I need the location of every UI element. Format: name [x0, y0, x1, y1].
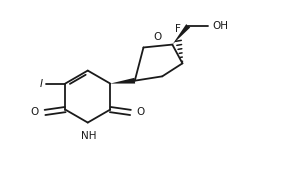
Text: O: O: [137, 107, 145, 117]
Text: O: O: [31, 107, 39, 117]
Text: O: O: [154, 32, 162, 42]
Polygon shape: [110, 78, 135, 84]
Polygon shape: [172, 24, 190, 45]
Text: F: F: [175, 24, 181, 34]
Text: OH: OH: [213, 21, 229, 31]
Text: I: I: [40, 79, 43, 89]
Text: NH: NH: [81, 131, 96, 141]
